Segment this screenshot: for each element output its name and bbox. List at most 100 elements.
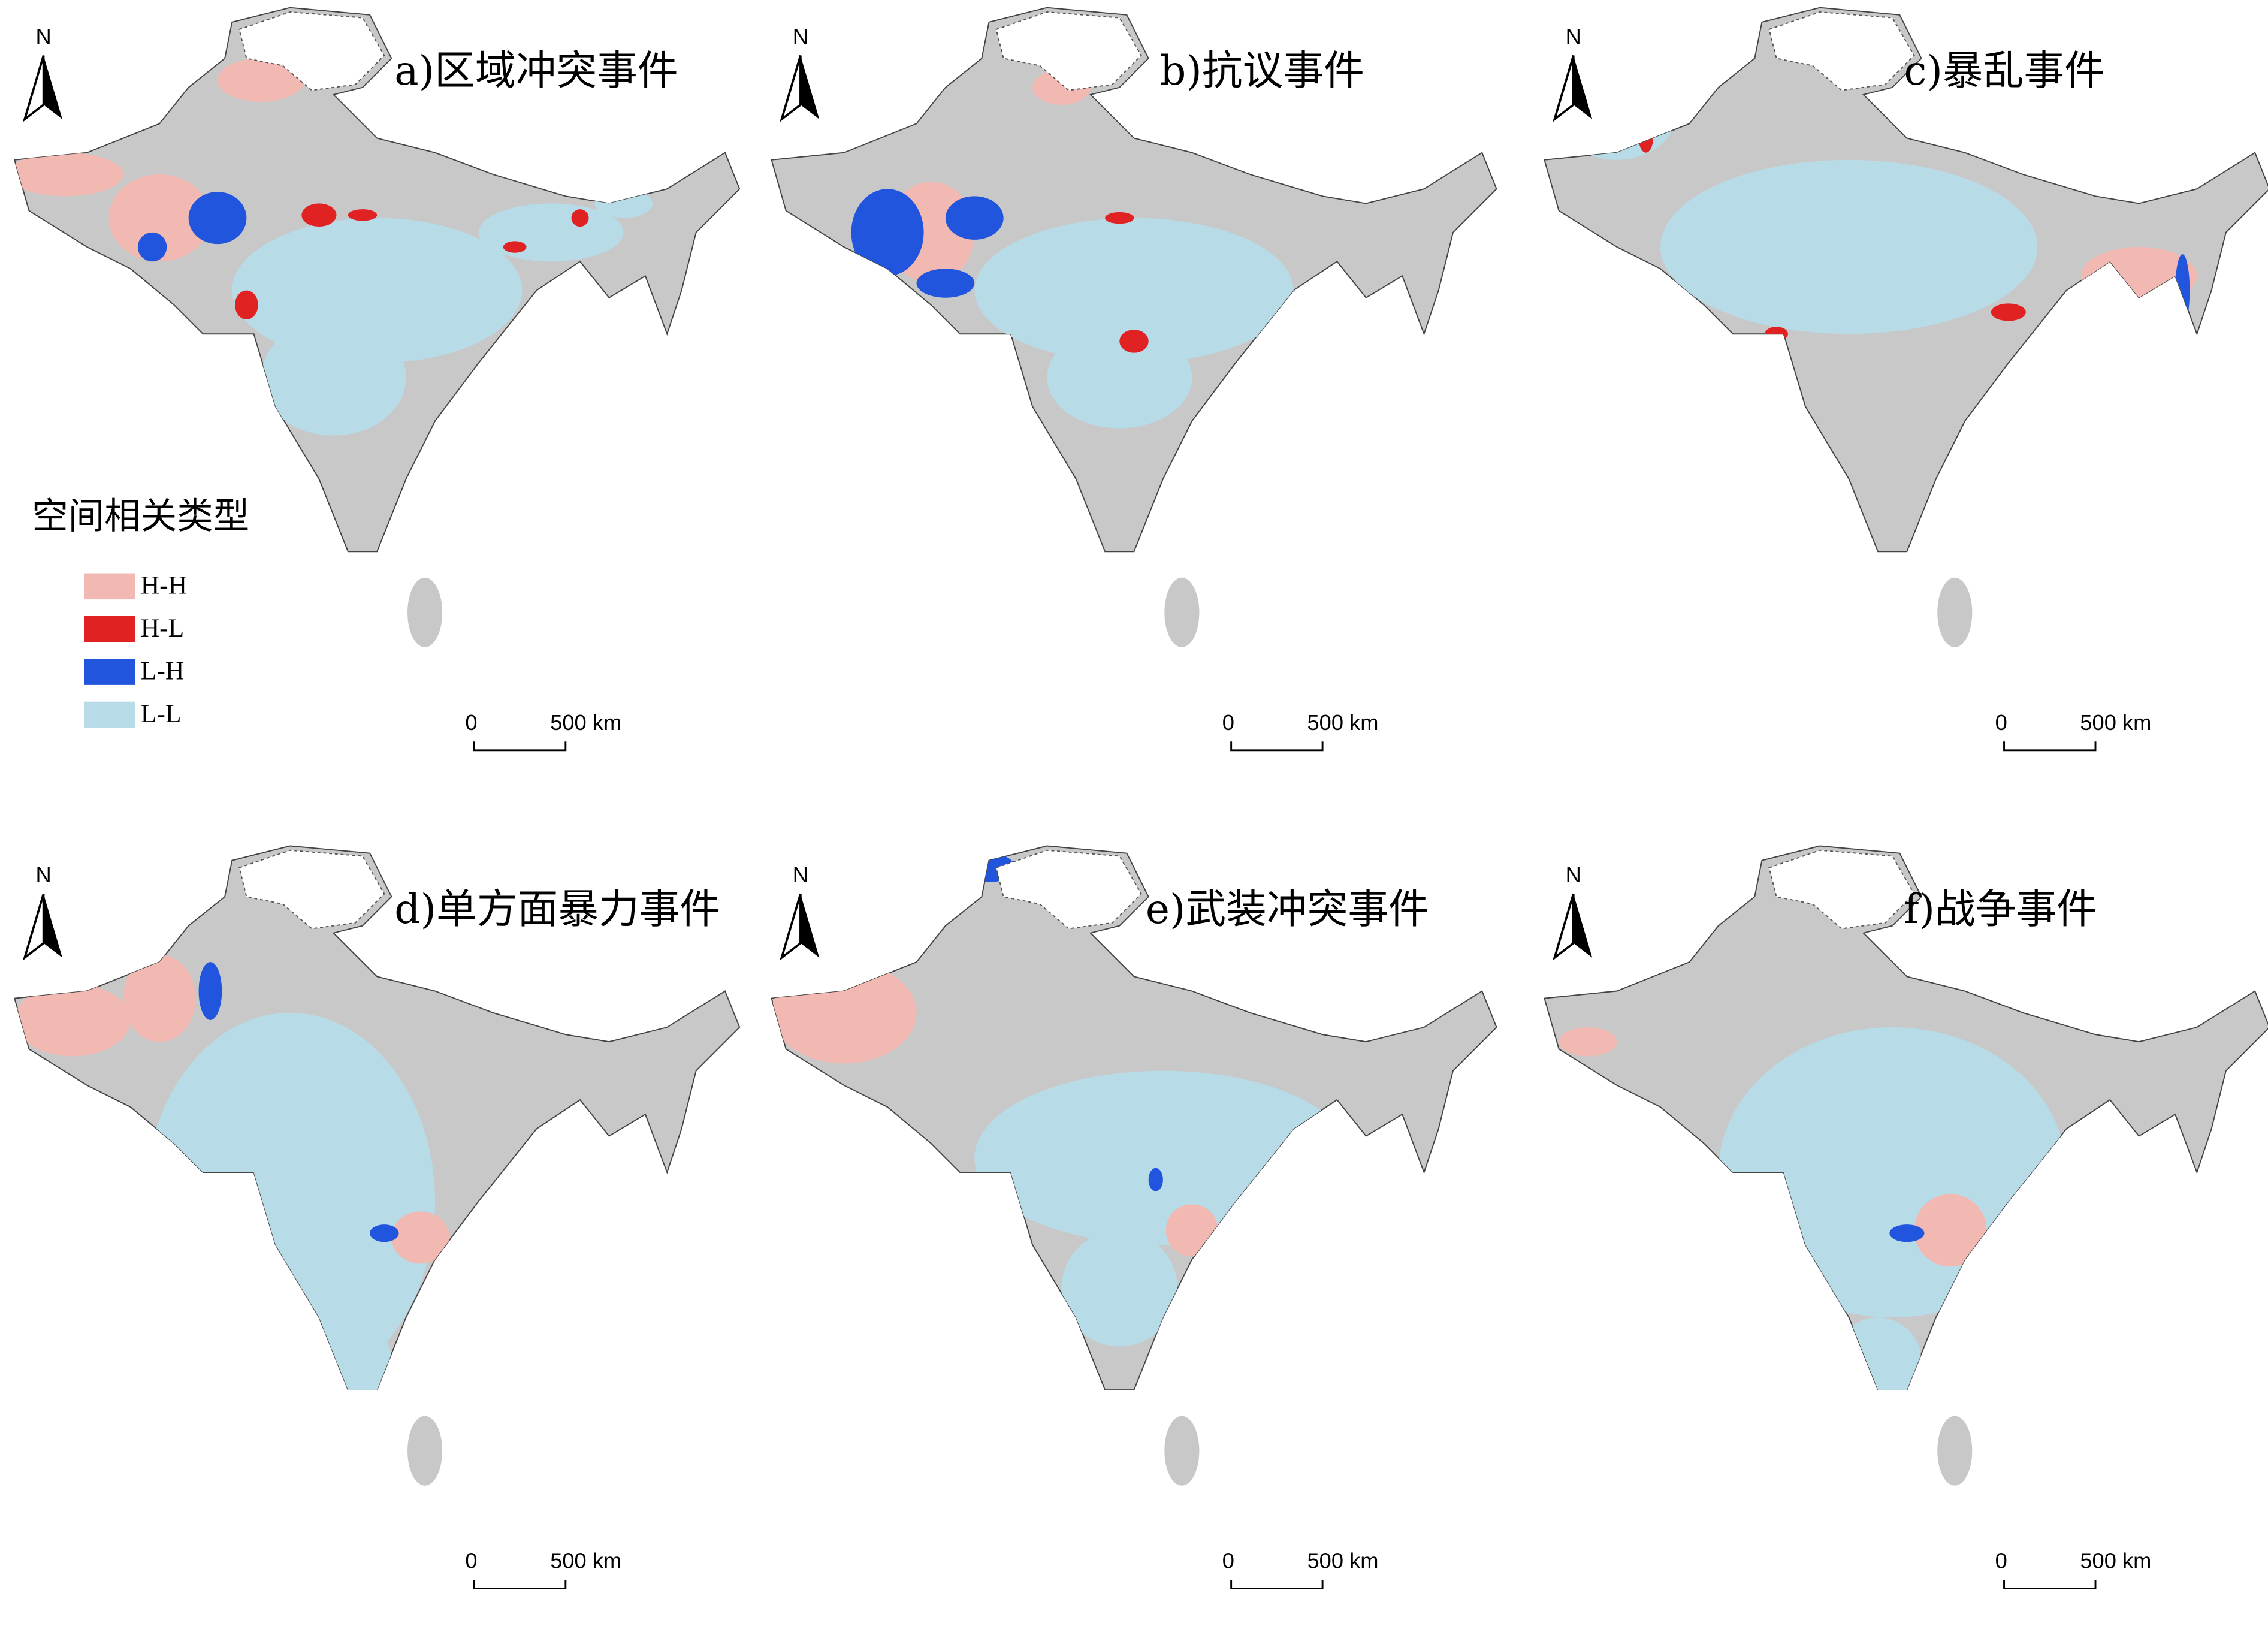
- cluster-region: [1061, 1230, 1178, 1347]
- cluster-region: [916, 269, 975, 298]
- sri-lanka: [1164, 577, 1200, 647]
- cluster-region: [1047, 327, 1192, 429]
- legend-title: 空间相关类型: [32, 496, 249, 538]
- cluster-region: [1148, 1168, 1163, 1191]
- disputed-area: [1768, 11, 1915, 91]
- scale-label: 0: [1995, 1549, 2007, 1573]
- cluster-region: [261, 319, 406, 436]
- cluster-region: [188, 192, 247, 245]
- north-arrow: [780, 55, 802, 122]
- north-arrow: [22, 55, 45, 122]
- north-arrow: [43, 894, 63, 958]
- disputed-area: [238, 849, 385, 930]
- cluster-region: [1559, 1027, 1617, 1057]
- cluster-region: [235, 290, 258, 320]
- cluster-region: [771, 962, 917, 1064]
- cluster-region: [974, 1070, 1352, 1245]
- legend-label: L-L: [141, 699, 182, 728]
- panel-title: b)抗议事件: [1160, 47, 1364, 94]
- cluster-region: [1834, 1317, 1922, 1390]
- legend-swatch: [84, 701, 135, 728]
- scale-label: 500 km: [550, 710, 621, 735]
- north-arrow: [22, 893, 45, 961]
- scale-label: 0: [465, 710, 477, 735]
- cluster-region: [137, 232, 167, 262]
- scale-label: 500 km: [1307, 710, 1378, 735]
- scale-label: 0: [1222, 1549, 1234, 1573]
- cluster-region: [945, 196, 1004, 240]
- cluster-region: [1105, 212, 1134, 224]
- cluster-region: [1889, 1224, 1925, 1242]
- cluster-region: [1638, 123, 1653, 153]
- scale-bar: [2003, 1580, 2097, 1590]
- map-panel: f)战争事件 N 0 500 km: [1544, 845, 2268, 1590]
- legend-swatch: [84, 659, 135, 685]
- legend-swatch: [84, 616, 135, 642]
- cluster-region: [218, 58, 305, 102]
- clusters: [851, 70, 1294, 429]
- north-label: N: [35, 24, 51, 49]
- cluster-region: [301, 203, 337, 227]
- north-label: N: [35, 862, 51, 887]
- sri-lanka: [1937, 577, 1973, 647]
- cluster-region: [391, 1211, 450, 1264]
- panel-title: a)区域冲突事件: [394, 47, 678, 94]
- scale-bar: [473, 741, 567, 752]
- scale-label: 0: [1995, 710, 2007, 735]
- cluster-region: [594, 189, 653, 218]
- cluster-region: [851, 189, 924, 276]
- sri-lanka: [1937, 1416, 1973, 1486]
- sri-lanka: [407, 1416, 443, 1486]
- sri-lanka: [407, 577, 443, 647]
- scale-label: 500 km: [2080, 710, 2151, 735]
- cluster-region: [503, 241, 527, 253]
- scale-bar: [2003, 741, 2097, 752]
- cluster-region: [1660, 159, 2038, 334]
- panel-title: d)单方面暴力事件: [394, 885, 720, 933]
- disputed-area: [995, 11, 1142, 91]
- cluster-region: [1718, 1027, 2067, 1318]
- north-arrow: [800, 894, 820, 958]
- legend-label: H-L: [141, 614, 185, 642]
- cluster-region: [1765, 327, 1788, 342]
- cluster-region: [304, 1317, 392, 1390]
- panel-title: c)暴乱事件: [1904, 47, 2105, 94]
- cluster-region: [571, 209, 589, 227]
- disputed-area: [995, 849, 1142, 930]
- scale-bar: [1230, 741, 1324, 752]
- scale-bar: [473, 1580, 567, 1590]
- map-panel: c)暴乱事件 N 0 500 km: [1544, 7, 2268, 752]
- cluster-region: [145, 1012, 436, 1390]
- legend-swatch: [84, 573, 135, 600]
- scale-label: 0: [465, 1549, 477, 1573]
- north-arrow: [43, 55, 63, 120]
- north-label: N: [1566, 24, 1581, 49]
- cluster-region: [123, 955, 196, 1042]
- cluster-region: [108, 174, 210, 262]
- clusters: [14, 58, 653, 436]
- north-arrow: [780, 893, 802, 961]
- cluster-region: [348, 209, 378, 221]
- legend-label: H-H: [141, 571, 187, 600]
- north-arrow: [1573, 55, 1593, 120]
- map-panel: b)抗议事件 N 0 500 km: [771, 7, 1497, 752]
- north-label: N: [1566, 862, 1581, 887]
- cluster-region: [14, 984, 131, 1057]
- scale-label: 500 km: [1307, 1549, 1378, 1573]
- cluster-region: [2175, 254, 2190, 327]
- map-panel: a)区域冲突事件 N 0 500 km: [13, 7, 741, 752]
- map-panel: d)单方面暴力事件 N 0 500 km: [13, 845, 741, 1590]
- scale-bar: [1230, 1580, 1324, 1590]
- sri-lanka: [1164, 1416, 1200, 1486]
- scale-label: 0: [1222, 710, 1234, 735]
- scale-label: 500 km: [2080, 1549, 2151, 1573]
- north-arrow: [1573, 894, 1593, 958]
- panel-title: f)战争事件: [1904, 885, 2098, 933]
- north-arrow: [800, 55, 820, 120]
- map-panel: e)武装冲突事件 N 0 500 km: [771, 845, 1497, 1590]
- north-label: N: [793, 862, 808, 887]
- cluster-region: [198, 962, 222, 1020]
- scale-label: 500 km: [550, 1549, 621, 1573]
- cluster-region: [1119, 329, 1149, 353]
- cluster-region: [974, 218, 1294, 363]
